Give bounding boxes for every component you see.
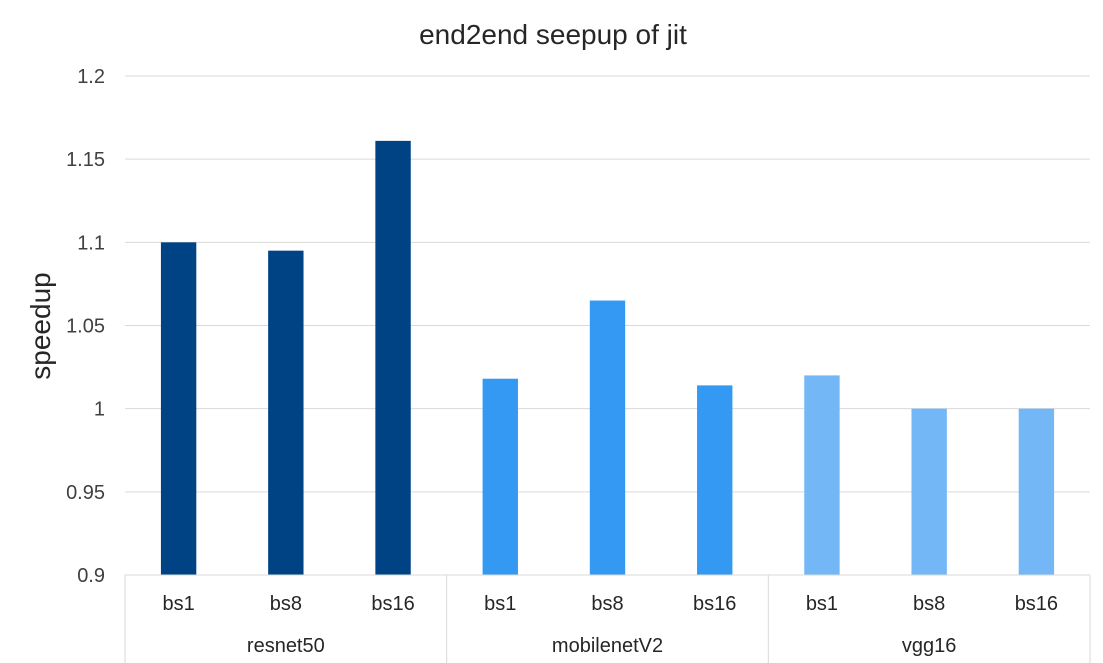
group-label: mobilenetV2	[552, 635, 663, 657]
bar-resnet50-bs16	[375, 140, 411, 575]
x-tick-label: bs1	[484, 593, 516, 615]
x-tick-label: bs8	[913, 593, 945, 615]
y-tick-label: 1.2	[77, 66, 105, 88]
y-tick-label: 1.15	[66, 149, 105, 171]
y-axis-label: speedup	[25, 272, 56, 379]
bar-resnet50-bs1	[160, 242, 197, 576]
y-tick-label: 1	[94, 399, 105, 421]
y-tick-label: 0.95	[66, 482, 105, 504]
y-tick-label: 1.05	[66, 316, 105, 338]
bar-vgg16-bs8	[911, 408, 947, 575]
bar-vgg16-bs1	[804, 375, 840, 575]
y-tick-label: 1.1	[77, 232, 105, 254]
x-tick-label: bs1	[162, 593, 194, 615]
chart-title: end2end seepup of jit	[419, 19, 687, 50]
bar-mobilenetV2-bs16	[697, 385, 733, 575]
y-tick-label: 0.9	[77, 565, 105, 587]
bar-mobilenetV2-bs1	[482, 378, 518, 575]
x-tick-label: bs8	[591, 593, 623, 615]
group-label: resnet50	[247, 635, 325, 657]
x-tick-label: bs16	[693, 593, 736, 615]
x-axis: bs1 bs8 bs16 resnet50 bs1 bs8 bs16 mobilenetV2 b…	[124, 574, 1091, 663]
x-tick-label: bs1	[806, 593, 838, 615]
bar-vgg16-bs16	[1018, 408, 1055, 575]
bar-mobilenetV2-bs8	[589, 300, 626, 575]
x-tick-label: bs16	[1015, 593, 1058, 615]
y-axis-ticks: 0.9 0.95 1 1.05 1.1 1.15 1.2	[66, 66, 105, 587]
bar-resnet50-bs8	[268, 250, 304, 575]
group-label: vgg16	[902, 635, 957, 657]
bars	[160, 140, 1055, 576]
x-tick-label: bs16	[371, 593, 414, 615]
x-tick-label: bs8	[270, 593, 302, 615]
